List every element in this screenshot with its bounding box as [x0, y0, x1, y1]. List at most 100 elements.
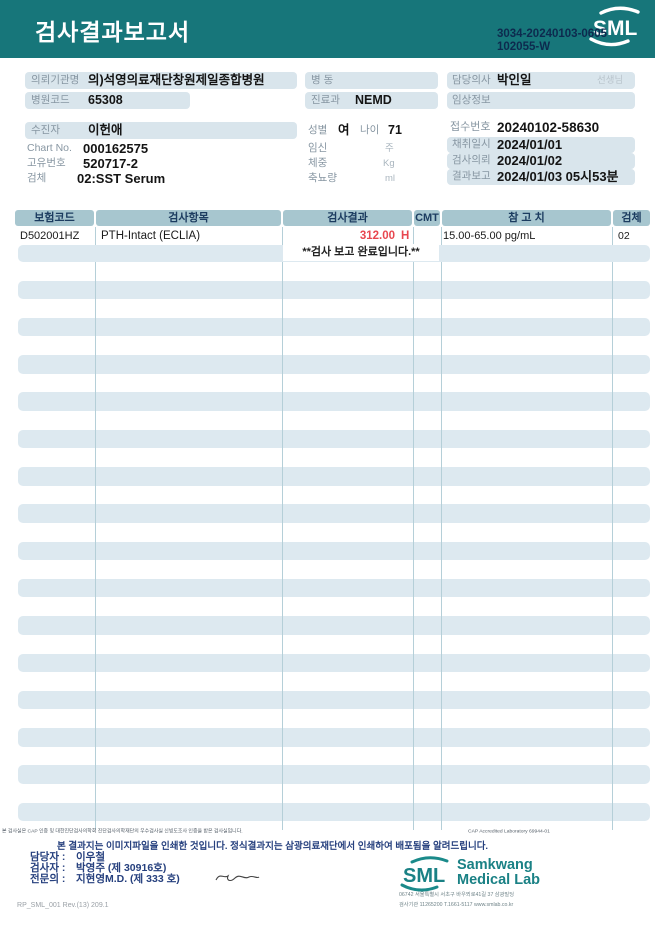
sml-footer-logo-text: SML [403, 865, 445, 887]
field-value: 65308 [88, 93, 123, 107]
field-label: 수진자 [31, 124, 60, 136]
column-divider [282, 227, 283, 830]
field-value: NEMD [355, 93, 392, 107]
field-doctor: 담당의사 박인일 선생님 [447, 72, 635, 89]
empty-row-stripe [18, 317, 650, 337]
field-pregnancy: 임신 주 [305, 140, 438, 157]
field-unit: 주 [385, 143, 394, 154]
field-chart-no: Chart No. 000162575 [25, 140, 297, 157]
field-label: 나이 [360, 124, 380, 136]
field-label: 체중 [308, 157, 328, 169]
sml-logo-text: SML [593, 17, 638, 40]
field-value: 이헌애 [88, 123, 123, 137]
cap-accreditation-text: CAP Accredited Laboratory 69944-01 [468, 828, 550, 834]
staff-value: 지현영M.D. (제 333 호) [76, 873, 180, 885]
field-label: 접수번호 [450, 121, 491, 133]
field-unique-no: 고유번호 520717-2 [25, 155, 297, 172]
field-value: 71 [388, 123, 402, 137]
empty-row-stripe [18, 467, 650, 486]
column-divider [612, 227, 613, 830]
field-value: 2024/01/03 05시53분 [497, 169, 619, 184]
field-label: 진료과 [311, 94, 340, 106]
field-specimen: 검체 02:SST Serum [25, 170, 297, 187]
sml-logo-icon: SML [585, 2, 645, 57]
field-value: 520717-2 [83, 156, 138, 171]
lab-contact: 검사기관 11265200 T.1661-5117 www.smlab.co.k… [399, 901, 514, 907]
print-notice: 본 결과지는 이미지파일을 인쇄한 것입니다. 정식결과지는 삼광의료재단에서 … [57, 841, 489, 852]
staff-label: 전문의 : [30, 873, 66, 885]
staff-value: 이우철 [76, 851, 105, 863]
field-value: 여 [338, 123, 350, 137]
field-label: 검사의뢰 [452, 154, 491, 166]
field-label: 검체 [27, 172, 47, 184]
cell-result-flag: H [401, 230, 410, 242]
field-request-date: 검사의뢰 2024/01/02 [447, 153, 635, 169]
field-label: 병 동 [311, 74, 334, 86]
field-value: 2024/01/01 [497, 137, 563, 152]
column-divider [441, 227, 442, 830]
field-label: 채취일시 [452, 138, 491, 150]
field-label: 의뢰기관명 [31, 74, 80, 86]
empty-row-stripe [18, 578, 650, 598]
cell-specimen: 02 [618, 230, 630, 242]
field-value: 20240102-58630 [497, 120, 600, 135]
report-id-line2: 102055-W [497, 41, 551, 53]
lab-name-line2: Medical Lab [457, 872, 540, 888]
field-label: 결과보고 [452, 170, 491, 182]
field-label: Chart No. [27, 142, 72, 154]
field-requesting-org: 의뢰기관명 의)석영의료재단창원제일종합병원 [25, 72, 297, 89]
column-header-specimen: 검체 [613, 210, 650, 226]
field-value: 박인일 [497, 73, 532, 87]
column-header-insurance-code: 보험코드 [15, 210, 94, 226]
sml-footer-logo-icon: SML [396, 853, 456, 898]
completion-note: **검사 보고 완료입니다.** [283, 244, 439, 261]
field-hospital-code: 병원코드 65308 [25, 92, 190, 109]
field-label: 임신 [308, 142, 328, 154]
lab-name-line1: Samkwang [457, 857, 533, 873]
field-label: 담당의사 [452, 74, 491, 86]
field-collection-date: 채취일시 2024/01/01 [447, 137, 635, 153]
field-ward: 병 동 [305, 72, 438, 89]
empty-row-stripe [18, 541, 650, 561]
staff-value: 박영주 (제 30916호) [76, 862, 167, 874]
cell-result-value: 312.00 [359, 230, 395, 242]
column-header-cmt: CMT [414, 210, 440, 226]
field-sex-age: 성별 여 나이 71 [305, 122, 438, 139]
empty-row-stripe [18, 653, 650, 673]
field-value: 2024/01/02 [497, 153, 563, 168]
cell-reference-range: 15.00-65.00 pg/mL [443, 230, 536, 242]
cell-insurance-code: D502001HZ [20, 230, 80, 242]
empty-row-stripe [18, 616, 650, 635]
field-report-date: 결과보고 2024/01/03 05시53분 [447, 169, 635, 185]
field-urine-volume: 축뇨량 ml [305, 170, 438, 187]
field-label: 고유번호 [27, 157, 66, 169]
report-id-line1: 3034-20240103-0605 [497, 28, 607, 40]
lab-address: 06742 서울특별시 서초구 바우뫼로41길 37 삼광빌딩 [399, 891, 515, 897]
field-label: 병원코드 [31, 94, 70, 106]
empty-row-stripe [18, 392, 650, 411]
staff-label: 검사자 : [30, 862, 66, 874]
empty-row-stripe [18, 429, 650, 449]
field-department: 진료과 NEMD [305, 92, 438, 109]
accreditation-note: 본 검사실은 CAP 인증 및 대한진단검사의학회 진단검사의학재단의 우수검사… [2, 828, 243, 834]
header-bar: 검사결과보고서 SML 3034-20240103-0605 102055-W [0, 0, 655, 58]
page-title: 검사결과보고서 [35, 19, 191, 45]
column-header-reference: 참 고 치 [442, 210, 611, 226]
field-weight: 체중 Kg [305, 155, 438, 172]
field-receipt-no: 접수번호 20240102-58630 [447, 119, 635, 136]
field-patient-name: 수진자 이헌애 [25, 122, 297, 139]
document-code: RP_SML_001 Rev.(13) 209.1 [17, 901, 109, 909]
column-divider [413, 227, 414, 830]
field-label: 성별 [308, 124, 328, 136]
empty-row-stripe [18, 728, 650, 747]
field-value: 의)석영의료재단창원제일종합병원 [88, 73, 265, 87]
empty-row-stripe [18, 802, 650, 822]
empty-row-stripe [18, 765, 650, 784]
column-header-test-name: 검사항목 [96, 210, 281, 226]
empty-row-stripe [18, 690, 650, 710]
empty-row-stripe [18, 504, 650, 523]
field-suffix: 선생님 [597, 75, 624, 86]
field-value: 02:SST Serum [77, 171, 166, 186]
column-header-result: 검사결과 [283, 210, 412, 226]
